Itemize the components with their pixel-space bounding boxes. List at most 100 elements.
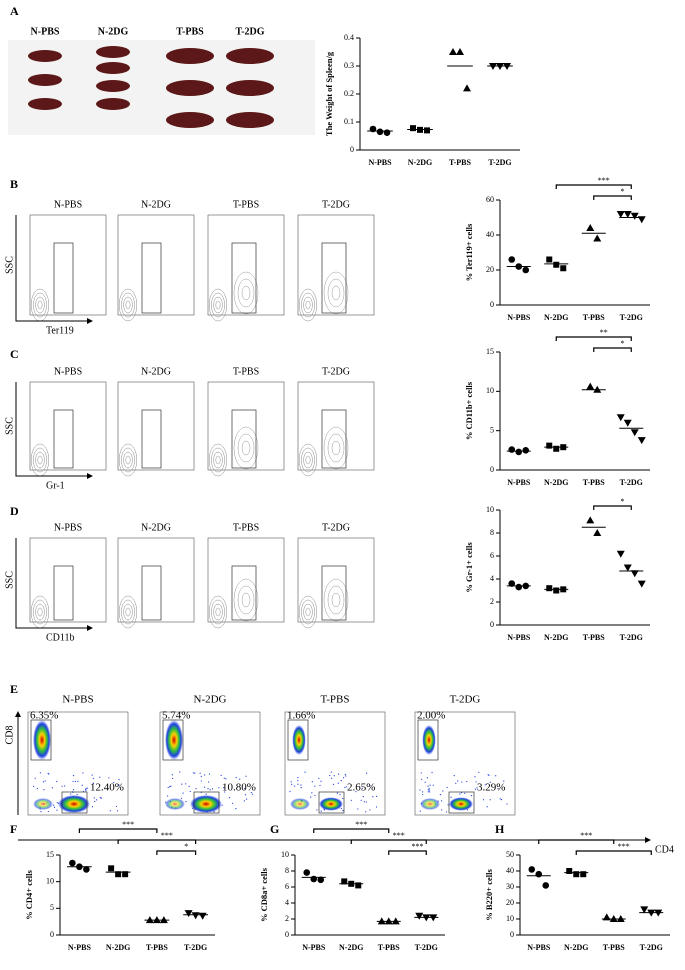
point [355, 882, 362, 889]
point [122, 871, 129, 878]
point [515, 583, 523, 591]
event [72, 780, 74, 782]
event [195, 788, 197, 790]
event [339, 794, 341, 796]
event [167, 795, 169, 797]
flow-title: N-PBS [54, 199, 82, 210]
event [211, 788, 214, 790]
density [292, 725, 306, 755]
x-tick-label: N-2DG [339, 943, 363, 952]
contour [123, 603, 133, 621]
e-title: N-2DG [194, 694, 227, 706]
event [311, 781, 313, 783]
contour [331, 285, 341, 301]
contour [35, 451, 45, 469]
photo-label: T-PBS [176, 26, 204, 37]
event [427, 789, 429, 791]
point [535, 870, 543, 878]
contour [241, 592, 251, 608]
event [429, 791, 431, 793]
y-axis-label: % Gr-1+ cells [464, 542, 474, 593]
y-tick-label: 15 [46, 850, 54, 859]
sig-label: * [621, 339, 625, 348]
x-tick-label: T-2DG [488, 158, 511, 167]
flow-frame [297, 214, 375, 316]
spleen [226, 80, 274, 96]
sig-bracket [593, 505, 632, 510]
event [320, 780, 322, 782]
event [297, 783, 299, 785]
event [361, 787, 363, 790]
spleen [96, 98, 130, 110]
e-title: T-2DG [450, 694, 481, 706]
flow-title: N-PBS [54, 366, 82, 377]
event [47, 810, 49, 813]
contour [121, 292, 135, 318]
contour [211, 447, 225, 473]
contour [118, 595, 138, 629]
spleen [226, 112, 274, 128]
sig-label: *** [412, 842, 424, 851]
event [446, 786, 448, 789]
flow-frame [297, 381, 375, 471]
y-tick-label: 0.4 [344, 33, 354, 42]
point [449, 48, 457, 55]
contour [305, 455, 311, 465]
event [329, 774, 331, 777]
sig-bracket [313, 828, 390, 833]
spleen [28, 74, 62, 86]
contour [323, 426, 349, 470]
density [449, 797, 473, 811]
event [169, 786, 171, 788]
event [167, 786, 169, 789]
gate [231, 242, 257, 314]
event [297, 779, 299, 782]
point [515, 448, 523, 456]
axis-arrow [15, 382, 93, 479]
event [56, 802, 58, 804]
event [441, 800, 443, 802]
y-tick-label: 10 [46, 876, 54, 885]
event [466, 780, 468, 783]
contour [37, 300, 43, 310]
event [208, 781, 210, 783]
event [431, 771, 433, 774]
x-tick-label: T-PBS [449, 158, 471, 167]
contour [30, 595, 50, 629]
event [464, 792, 466, 794]
panel-letter: F [10, 822, 17, 836]
event [338, 773, 340, 775]
event [450, 796, 452, 798]
event [427, 785, 429, 787]
event [484, 784, 486, 786]
event [442, 790, 444, 792]
event [81, 784, 83, 786]
event [447, 804, 449, 806]
event [486, 806, 488, 808]
contour [33, 599, 47, 625]
event [482, 799, 485, 801]
panel-letter: H [495, 822, 505, 836]
point [528, 866, 536, 873]
point [108, 865, 115, 872]
event [93, 797, 95, 799]
event [204, 774, 206, 776]
y-axis-label: % CD11b+ cells [464, 381, 474, 440]
event [369, 785, 371, 787]
event [36, 787, 38, 790]
contour [215, 607, 221, 617]
contour [37, 455, 43, 465]
point [586, 382, 595, 390]
gate [61, 791, 88, 814]
event [33, 785, 35, 787]
point [508, 256, 516, 263]
panel-letter: E [10, 682, 18, 696]
contour [208, 595, 228, 629]
event [297, 777, 299, 779]
event [459, 793, 461, 795]
gate [141, 409, 162, 469]
event [428, 789, 430, 791]
event [455, 782, 457, 784]
event [304, 771, 306, 773]
